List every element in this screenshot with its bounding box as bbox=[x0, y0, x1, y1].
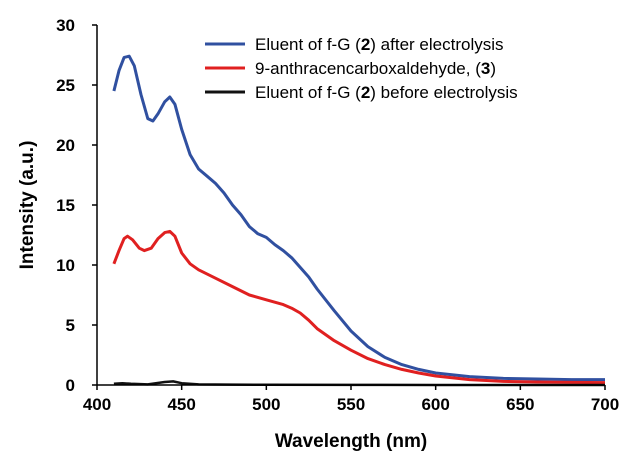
y-tick-label: 15 bbox=[56, 196, 75, 215]
legend-label-part: 2 bbox=[361, 83, 370, 102]
series-line-1 bbox=[112, 54, 605, 382]
y-tick-label: 5 bbox=[66, 316, 75, 335]
series-layer bbox=[112, 54, 606, 387]
y-tick-label: 10 bbox=[56, 256, 75, 275]
legend: Eluent of f-G (2) after electrolysis9-an… bbox=[205, 35, 518, 102]
x-axis-title: Wavelength (nm) bbox=[275, 431, 427, 452]
legend-label-part: 9-anthracencarboxaldehyde, ( bbox=[255, 59, 481, 78]
legend-label-part: 3 bbox=[481, 59, 490, 78]
legend-label-part: ) bbox=[490, 59, 496, 78]
x-tick-label: 550 bbox=[337, 395, 365, 414]
y-axis-title: Intensity (a.u.) bbox=[17, 141, 38, 270]
legend-label-part: ) after electrolysis bbox=[370, 35, 503, 54]
legend-label-3: Eluent of f-G (2) before electrolysis bbox=[255, 83, 518, 102]
x-tick-label: 650 bbox=[506, 395, 534, 414]
legend-label-part: ) before electrolysis bbox=[370, 83, 517, 102]
legend-label-part: Eluent of f-G ( bbox=[255, 35, 361, 54]
ticks: 400 450 500 550 600 650 700 0 5 10 15 20 25 30 bbox=[56, 16, 619, 414]
x-tick-label: 400 bbox=[83, 395, 111, 414]
legend-label-part: 2 bbox=[361, 35, 370, 54]
series-line-2 bbox=[112, 229, 606, 385]
legend-label-1: Eluent of f-G (2) after electrolysis bbox=[255, 35, 504, 54]
x-tick-label: 600 bbox=[421, 395, 449, 414]
legend-label-2: 9-anthracencarboxaldehyde, (3) bbox=[255, 59, 496, 78]
y-tick-label: 20 bbox=[56, 136, 75, 155]
x-tick-label: 500 bbox=[252, 395, 280, 414]
x-tick-label: 700 bbox=[591, 395, 619, 414]
y-tick-label: 30 bbox=[56, 16, 75, 35]
x-tick-label: 450 bbox=[167, 395, 195, 414]
y-tick-label: 0 bbox=[66, 376, 75, 395]
y-tick-label: 25 bbox=[56, 76, 75, 95]
legend-label-part: Eluent of f-G ( bbox=[255, 83, 361, 102]
